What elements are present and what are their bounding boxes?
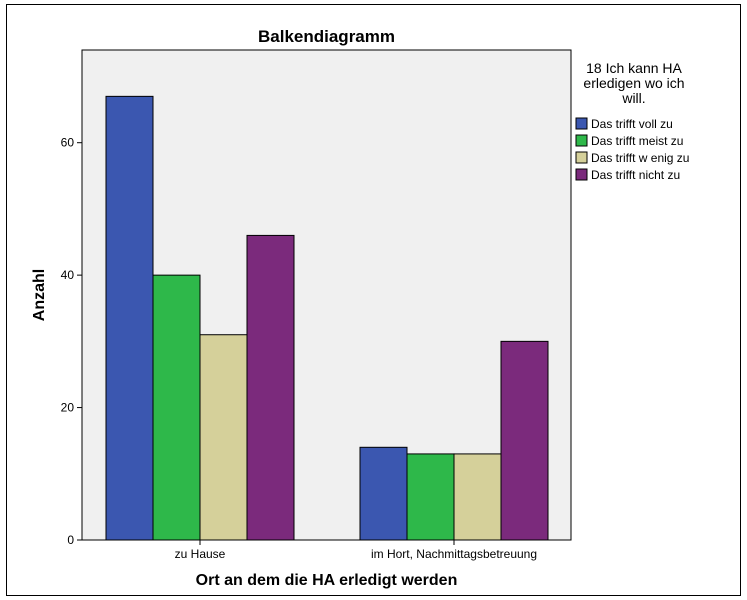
y-tick-label: 40 (61, 268, 75, 282)
y-tick-label: 60 (61, 136, 75, 150)
legend-title-line: will. (621, 90, 645, 106)
legend-swatch (575, 168, 588, 181)
x-tick-label: im Hort, Nachmittagsbetreuung (371, 547, 537, 561)
legend-swatch (575, 117, 588, 130)
bar-2-1 (359, 446, 408, 541)
bar-2-2 (406, 453, 455, 541)
y-tick-label: 0 (67, 533, 74, 547)
bar-1-3 (199, 334, 248, 541)
bar-2-4 (500, 340, 549, 541)
legend-item-label: Das trifft voll zu (591, 117, 673, 131)
chart-title: Balkendiagramm (258, 27, 395, 46)
legend-title-line: 18 Ich kann HA (586, 60, 682, 76)
legend-item-label: Das trifft meist zu (591, 134, 683, 148)
legend-title-line: erledigen wo ich (583, 75, 684, 91)
y-tick-label: 20 (61, 401, 75, 415)
legend-item-label: Das trifft nicht zu (591, 168, 680, 182)
legend-item-label: Das trifft w enig zu (591, 151, 689, 165)
bar-1-2 (152, 274, 201, 541)
legend-swatch (575, 151, 588, 164)
x-tick-label: zu Hause (175, 547, 226, 561)
x-axis-label: Ort an dem die HA erledigt werden (196, 572, 458, 589)
y-axis-label: Anzahl (31, 269, 48, 321)
bar-2-3 (453, 453, 502, 541)
bar-1-1 (105, 95, 154, 541)
legend-swatch (575, 134, 588, 147)
bar-1-4 (246, 234, 295, 541)
